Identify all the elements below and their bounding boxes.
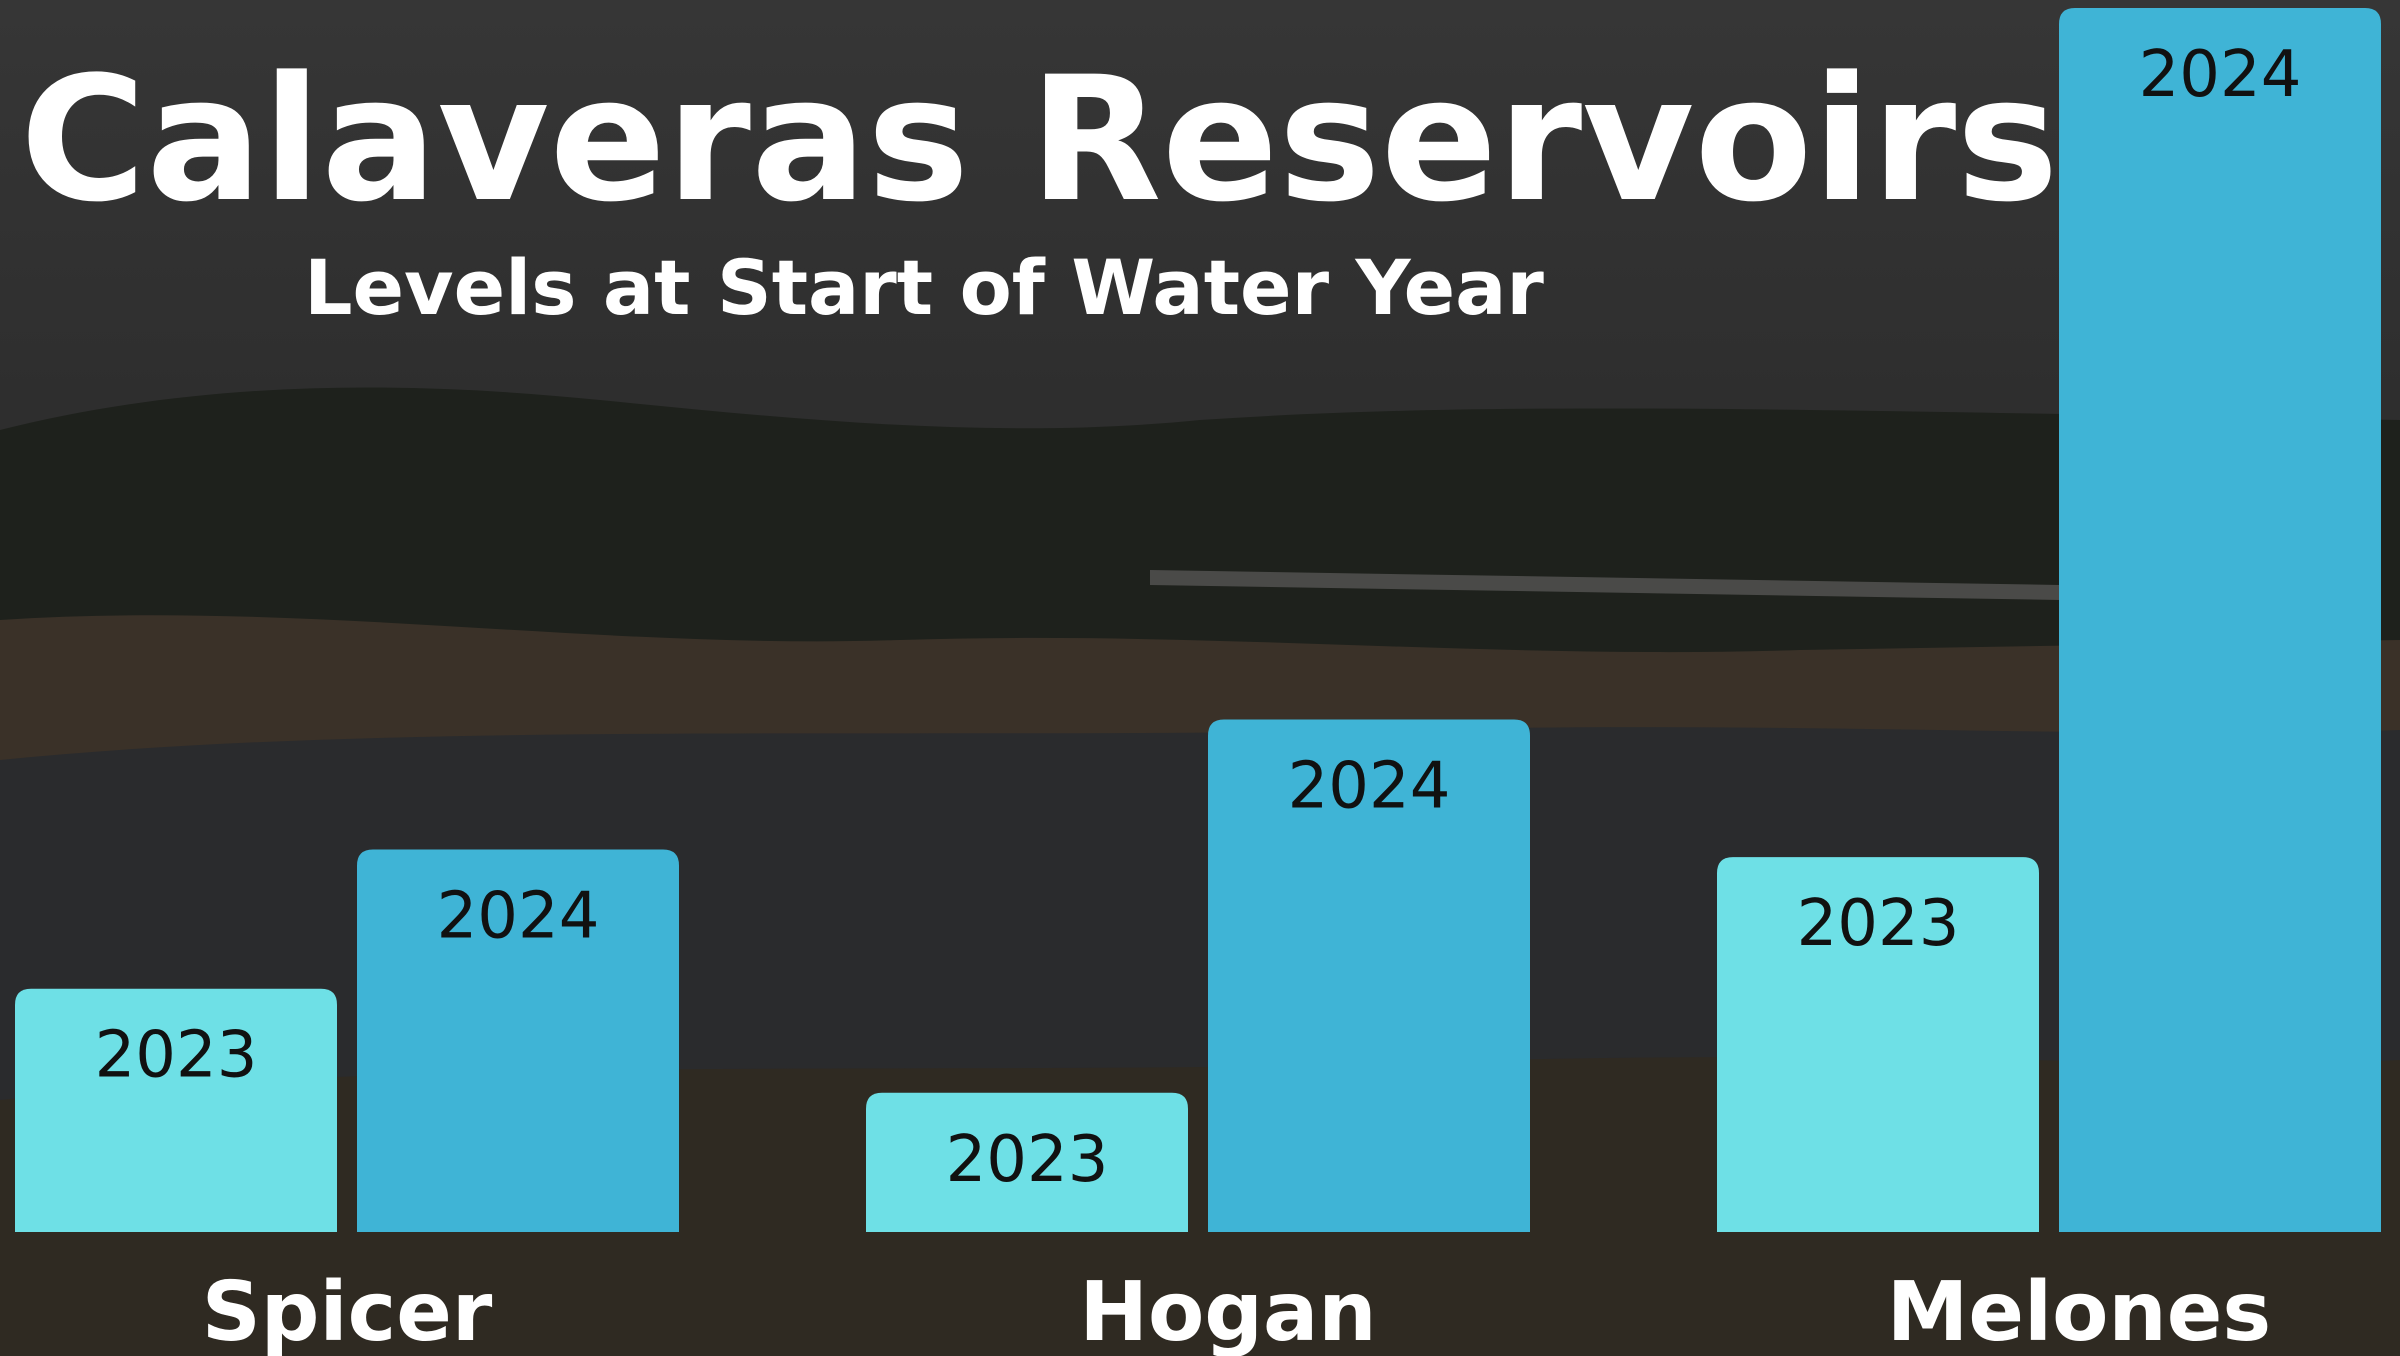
bar-label: 2023 <box>95 1019 258 1093</box>
chart-title: Calaveras Reservoirs <box>20 39 2059 240</box>
bar <box>866 1092 1188 1232</box>
hills <box>0 387 2400 700</box>
bar-label: 2023 <box>1797 887 1960 961</box>
x-tick-label: Hogan <box>1079 1265 1376 1356</box>
x-tick-label: Spicer <box>202 1265 493 1356</box>
chart-subtitle: Levels at Start of Water Year <box>304 243 1544 332</box>
bridge <box>1150 570 2060 600</box>
bar <box>357 849 679 1232</box>
x-tick-label: Melones <box>1887 1265 2271 1356</box>
bar <box>2059 8 2381 1232</box>
bar <box>15 988 337 1232</box>
bar-label: 2024 <box>1288 749 1451 823</box>
bar-label: 2024 <box>437 880 600 954</box>
shore <box>0 615 2400 760</box>
bar <box>1717 857 2039 1232</box>
bar-label: 2024 <box>2139 38 2302 112</box>
bar <box>1208 719 1530 1232</box>
bar-label: 2023 <box>946 1123 1109 1197</box>
